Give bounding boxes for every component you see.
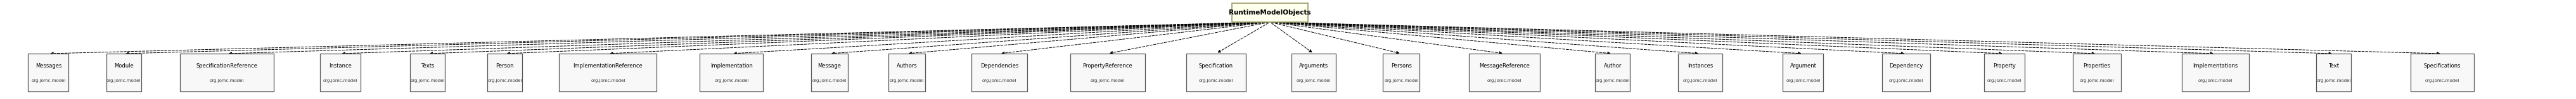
Text: org.jomc.model: org.jomc.model (1888, 79, 1924, 83)
Bar (319, 54, 361, 91)
Text: org.jomc.model: org.jomc.model (889, 79, 925, 83)
Bar (701, 54, 762, 91)
Bar (1383, 54, 1419, 91)
Text: Text: Text (2329, 63, 2339, 69)
Text: org.jomc.model: org.jomc.model (590, 79, 626, 83)
Bar (1468, 54, 1540, 91)
Bar (1291, 54, 1337, 91)
Text: MessageReference: MessageReference (1479, 63, 1530, 69)
Text: Properties: Properties (2084, 63, 2110, 69)
Text: Persons: Persons (1391, 63, 1412, 69)
Bar (106, 54, 142, 91)
Text: org.jomc.model: org.jomc.model (1986, 79, 2022, 83)
Bar (811, 54, 848, 91)
Text: Module: Module (113, 63, 134, 69)
Bar (1883, 54, 1929, 91)
Text: org.jomc.model: org.jomc.model (1595, 79, 1631, 83)
Text: Message: Message (817, 63, 842, 69)
Text: PropertyReference: PropertyReference (1082, 63, 1133, 69)
Bar (971, 54, 1028, 91)
Text: Implementations: Implementations (2192, 63, 2239, 69)
Text: Instance: Instance (330, 63, 350, 69)
Text: Arguments: Arguments (1298, 63, 1329, 69)
Bar (1984, 54, 2025, 91)
Text: Argument: Argument (1790, 63, 1816, 69)
Bar (487, 54, 523, 91)
Text: ImplementationReference: ImplementationReference (574, 63, 641, 69)
Text: org.jomc.model: org.jomc.model (487, 79, 523, 83)
Bar (410, 54, 446, 91)
Text: Texts: Texts (420, 63, 435, 69)
Bar (2411, 54, 2473, 91)
Text: org.jomc.model: org.jomc.model (2424, 79, 2460, 83)
Text: org.jomc.model: org.jomc.model (811, 79, 848, 83)
Bar (1069, 54, 1146, 91)
Text: org.jomc.model: org.jomc.model (1785, 79, 1821, 83)
Bar (2316, 54, 2352, 91)
Text: org.jomc.model: org.jomc.model (714, 79, 750, 83)
Text: Messages: Messages (36, 63, 62, 69)
Text: Person: Person (495, 63, 515, 69)
Bar (1677, 54, 1723, 91)
Text: Dependency: Dependency (1888, 63, 1924, 69)
Text: Specification: Specification (1198, 63, 1234, 69)
Bar (1231, 3, 1309, 22)
Text: org.jomc.model: org.jomc.model (106, 79, 142, 83)
Text: Dependencies: Dependencies (981, 63, 1018, 69)
Text: org.jomc.model: org.jomc.model (2197, 79, 2233, 83)
Text: org.jomc.model: org.jomc.model (1383, 79, 1419, 83)
Bar (2182, 54, 2249, 91)
Bar (889, 54, 925, 91)
Bar (180, 54, 273, 91)
Text: org.jomc.model: org.jomc.model (209, 79, 245, 83)
Text: Property: Property (1994, 63, 2014, 69)
Text: Implementation: Implementation (711, 63, 752, 69)
Text: Instances: Instances (1687, 63, 1713, 69)
Text: org.jomc.model: org.jomc.model (31, 79, 64, 83)
Text: RuntimeModelObjects: RuntimeModelObjects (1229, 10, 1311, 16)
Text: org.jomc.model: org.jomc.model (2079, 79, 2115, 83)
Text: org.jomc.model: org.jomc.model (1296, 79, 1332, 83)
Bar (559, 54, 657, 91)
Bar (1595, 54, 1631, 91)
Text: org.jomc.model: org.jomc.model (1090, 79, 1126, 83)
Text: org.jomc.model: org.jomc.model (981, 79, 1018, 83)
Bar (1783, 54, 1824, 91)
Text: org.jomc.model: org.jomc.model (1682, 79, 1718, 83)
Text: org.jomc.model: org.jomc.model (1198, 79, 1234, 83)
Text: org.jomc.model: org.jomc.model (410, 79, 446, 83)
Bar (2074, 54, 2120, 91)
Bar (28, 54, 70, 91)
Text: Specifications: Specifications (2424, 63, 2460, 69)
Text: Author: Author (1605, 63, 1620, 69)
Bar (1185, 54, 1247, 91)
Text: Authors: Authors (896, 63, 917, 69)
Text: org.jomc.model: org.jomc.model (1486, 79, 1522, 83)
Text: SpecificationReference: SpecificationReference (196, 63, 258, 69)
Text: org.jomc.model: org.jomc.model (322, 79, 358, 83)
Text: org.jomc.model: org.jomc.model (2316, 79, 2352, 83)
